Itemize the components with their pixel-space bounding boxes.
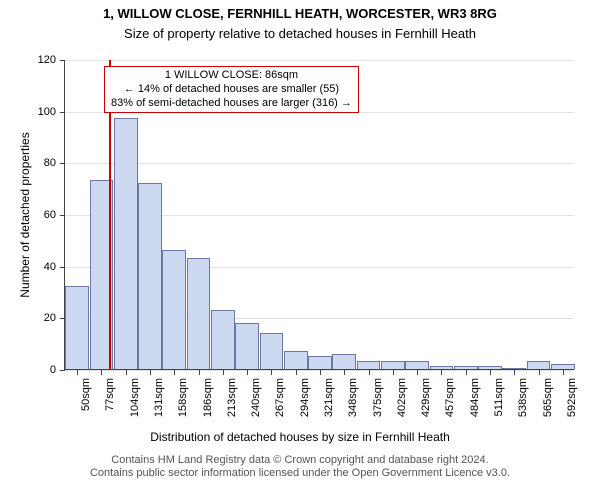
x-tick-mark (174, 370, 175, 375)
histogram-bar (211, 310, 235, 369)
histogram-bar (405, 361, 429, 369)
y-tick-label: 100 (26, 106, 56, 118)
y-tick-mark (60, 370, 65, 371)
histogram-bar (260, 333, 284, 369)
x-tick-mark (466, 370, 467, 375)
histogram-bar (454, 366, 478, 369)
histogram-bar (114, 118, 138, 369)
x-tick-mark (369, 370, 370, 375)
histogram-bar (527, 361, 551, 369)
x-tick-label: 294sqm (299, 378, 311, 417)
histogram-bar (235, 323, 259, 370)
x-tick-mark (417, 370, 418, 375)
y-tick-mark (60, 215, 65, 216)
x-tick-mark (539, 370, 540, 375)
histogram-bar (551, 364, 575, 369)
annotation-line-2: ← 14% of detached houses are smaller (55… (111, 83, 352, 97)
histogram-bar (65, 286, 89, 369)
x-tick-mark (199, 370, 200, 375)
y-tick-mark (60, 60, 65, 61)
y-tick-label: 20 (26, 312, 56, 324)
x-tick-mark (490, 370, 491, 375)
y-tick-label: 40 (26, 261, 56, 273)
x-tick-mark (296, 370, 297, 375)
histogram-bar (187, 258, 211, 369)
x-tick-label: 457sqm (444, 378, 456, 417)
footer-attribution: Contains HM Land Registry data © Crown c… (0, 454, 600, 480)
histogram-bar (357, 361, 381, 369)
x-tick-mark (247, 370, 248, 375)
x-tick-label: 213sqm (226, 378, 238, 417)
annotation-box: 1 WILLOW CLOSE: 86sqm← 14% of detached h… (104, 66, 359, 113)
x-tick-label: 402sqm (396, 378, 408, 417)
x-tick-mark (77, 370, 78, 375)
x-axis-label: Distribution of detached houses by size … (0, 430, 600, 444)
x-tick-mark (150, 370, 151, 375)
x-tick-mark (441, 370, 442, 375)
x-tick-mark (223, 370, 224, 375)
x-tick-mark (126, 370, 127, 375)
x-tick-label: 592sqm (566, 378, 578, 417)
y-tick-label: 0 (26, 364, 56, 376)
histogram-bar (308, 356, 332, 369)
x-tick-label: 77sqm (104, 378, 116, 411)
x-tick-label: 186sqm (202, 378, 214, 417)
x-tick-label: 50sqm (80, 378, 92, 411)
y-tick-label: 60 (26, 209, 56, 221)
x-tick-mark (563, 370, 564, 375)
x-tick-label: 511sqm (493, 378, 505, 416)
x-tick-mark (393, 370, 394, 375)
gridline (65, 60, 574, 61)
x-tick-label: 267sqm (274, 378, 286, 417)
histogram-bar (284, 351, 308, 369)
x-tick-label: 429sqm (420, 378, 432, 417)
x-tick-label: 104sqm (129, 378, 141, 417)
y-tick-mark (60, 163, 65, 164)
x-tick-label: 348sqm (347, 378, 359, 417)
histogram-bar (162, 250, 186, 369)
gridline (65, 163, 574, 164)
x-tick-mark (514, 370, 515, 375)
x-tick-mark (101, 370, 102, 375)
chart-container: { "titles": { "main": "1, WILLOW CLOSE, … (0, 0, 600, 500)
histogram-bar (138, 183, 162, 369)
x-tick-label: 484sqm (469, 378, 481, 417)
y-tick-label: 80 (26, 157, 56, 169)
annotation-line-1: 1 WILLOW CLOSE: 86sqm (111, 69, 352, 83)
chart-subtitle: Size of property relative to detached ho… (0, 26, 600, 41)
histogram-bar (381, 361, 405, 369)
footer-line-1: Contains HM Land Registry data © Crown c… (0, 454, 600, 467)
histogram-bar (332, 354, 356, 370)
x-tick-label: 565sqm (542, 378, 554, 417)
x-tick-label: 321sqm (323, 378, 335, 417)
histogram-bar (502, 368, 526, 369)
y-tick-mark (60, 112, 65, 113)
x-tick-label: 131sqm (153, 378, 165, 417)
y-tick-label: 120 (26, 54, 56, 66)
x-tick-mark (271, 370, 272, 375)
x-tick-mark (344, 370, 345, 375)
y-tick-mark (60, 267, 65, 268)
x-tick-label: 538sqm (517, 378, 529, 417)
histogram-bar (430, 366, 454, 369)
x-tick-mark (320, 370, 321, 375)
x-tick-label: 240sqm (250, 378, 262, 417)
chart-main-title: 1, WILLOW CLOSE, FERNHILL HEATH, WORCEST… (0, 6, 600, 21)
x-tick-label: 375sqm (372, 378, 384, 417)
x-tick-label: 158sqm (177, 378, 189, 417)
footer-line-2: Contains public sector information licen… (0, 467, 600, 480)
annotation-line-3: 83% of semi-detached houses are larger (… (111, 97, 352, 111)
histogram-bar (478, 366, 502, 369)
